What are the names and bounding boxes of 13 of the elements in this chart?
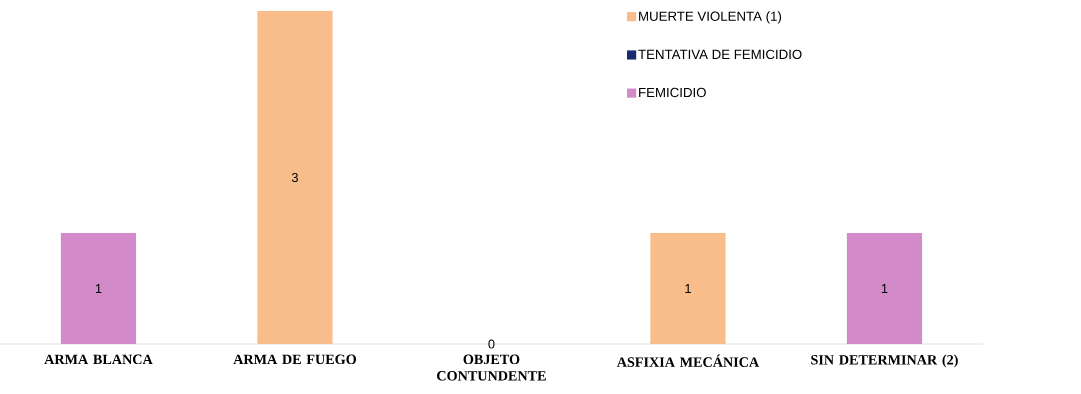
data-label: 1 xyxy=(685,283,691,293)
data-label: 1 xyxy=(881,283,888,293)
data-label: 1 xyxy=(95,283,102,293)
legend-label: FEMICIDIO xyxy=(639,87,706,97)
x-tick-label: ARMA DE FUEGO xyxy=(233,354,357,364)
x-tick-label: OBJETO CONTUNDENTE xyxy=(437,354,546,381)
legend-label: MUERTE VIOLENTA (1) xyxy=(639,10,782,24)
data-label: 3 xyxy=(291,172,298,182)
data-label: 0 xyxy=(488,339,495,349)
legend-label: TENTATIVA DE FEMICIDIO xyxy=(638,49,802,59)
x-tick-label: SIN DETERMINAR (2) xyxy=(811,354,958,368)
x-tick-label: ASFIXIA MECÁNICA xyxy=(616,354,760,367)
x-tick-label: ARMA BLANCA xyxy=(44,354,153,364)
